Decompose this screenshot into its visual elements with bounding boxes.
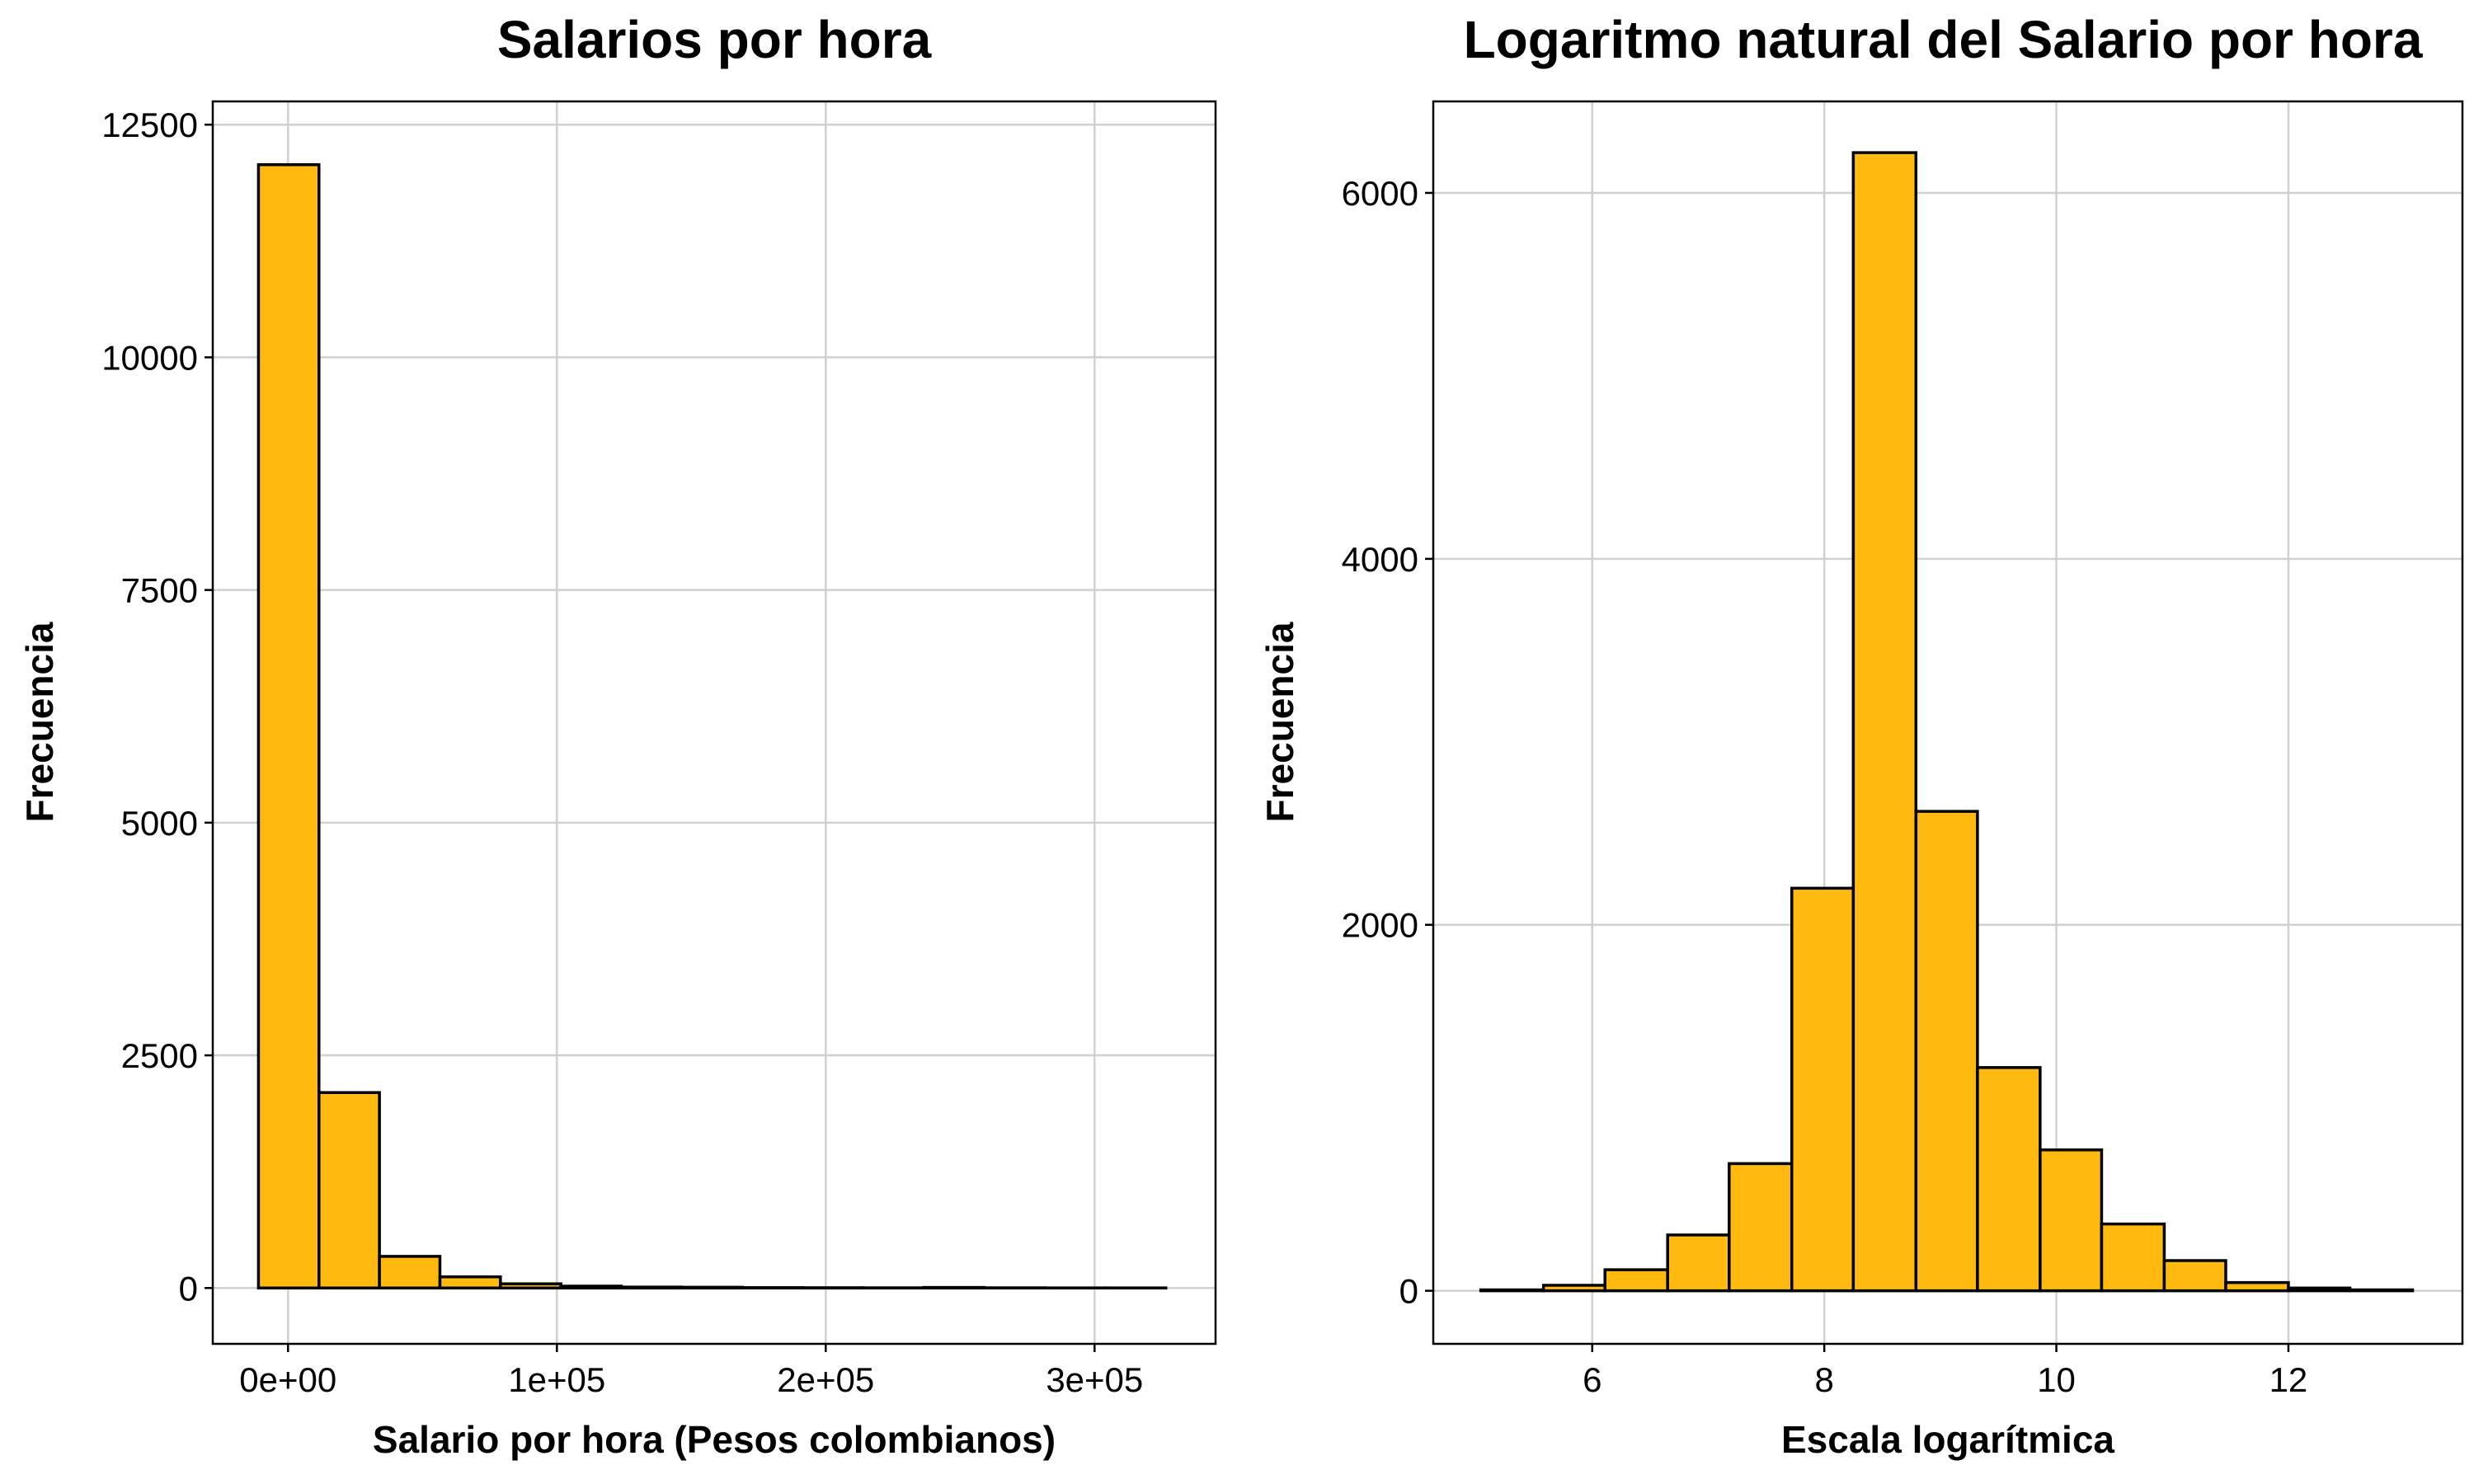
axis-ticks: 6 8 10 12 0 2000 4000 6000 xyxy=(1342,174,2308,1399)
y-tick-label: 0 xyxy=(1399,1272,1418,1311)
x-tick-label: 1e+05 xyxy=(508,1360,605,1399)
histogram-bar xyxy=(680,1285,744,1290)
y-tick-label: 12500 xyxy=(101,106,198,144)
x-tick-label: 8 xyxy=(1814,1360,1833,1399)
x-tick-label: 0e+00 xyxy=(239,1360,336,1399)
plot-panel-border xyxy=(1432,100,2464,1345)
histogram-bar xyxy=(1914,810,1979,1293)
histogram-bar xyxy=(2287,1286,2352,1293)
histogram-bars xyxy=(1479,151,2415,1293)
histogram-bar xyxy=(1790,886,1856,1293)
histogram-bar xyxy=(2162,1259,2227,1293)
y-tick-label: 0 xyxy=(179,1269,198,1308)
histogram-bar xyxy=(378,1255,442,1290)
histogram-bar xyxy=(438,1275,502,1290)
histogram-bar xyxy=(1851,151,1918,1293)
histogram-bar xyxy=(1666,1233,1731,1293)
y-tick-label: 2000 xyxy=(1342,906,1418,945)
histogram-bar xyxy=(2348,1288,2415,1293)
x-axis-title: Escala logarítmica xyxy=(1781,1418,2114,1461)
panel-salarios-por-hora: Salarios por hora 0e+00 1e+05 2e+05 3e+05 0 2… xyxy=(18,10,1217,1461)
histogram-bar xyxy=(1728,1162,1794,1293)
y-tick-label: 4000 xyxy=(1342,540,1418,579)
x-tick-label: 2e+05 xyxy=(777,1360,874,1399)
panel-title: Logaritmo natural del Salario por hora xyxy=(1464,10,2423,69)
y-tick-label: 7500 xyxy=(121,571,198,610)
histogram-bar xyxy=(619,1285,684,1290)
y-tick-label: 2500 xyxy=(121,1036,198,1075)
x-tick-label: 10 xyxy=(2037,1360,2076,1399)
panel-title: Salarios por hora xyxy=(497,10,932,69)
histogram-bar xyxy=(1541,1284,1606,1293)
histogram-bar xyxy=(2039,1148,2104,1293)
histogram-bar xyxy=(559,1284,623,1290)
x-tick-label: 3e+05 xyxy=(1046,1360,1143,1399)
histogram-bar xyxy=(256,163,321,1290)
y-tick-label: 6000 xyxy=(1342,174,1418,213)
histogram-bar xyxy=(2224,1280,2290,1293)
histogram-bar xyxy=(922,1285,986,1290)
y-tick-label: 5000 xyxy=(121,804,198,843)
y-axis-title: Frecuencia xyxy=(1258,622,1301,822)
panel-logaritmo-salario: Logaritmo natural del Salario por hora 6… xyxy=(1258,10,2464,1461)
y-tick-label: 10000 xyxy=(101,338,198,377)
axis-ticks: 0e+00 1e+05 2e+05 3e+05 0 2500 5000 7500 10000 12… xyxy=(101,106,1143,1399)
y-axis-title: Frecuencia xyxy=(18,622,61,822)
x-axis-title: Salario por hora (Pesos colombianos) xyxy=(373,1418,1056,1461)
histogram-bars xyxy=(256,163,1168,1290)
histogram-bar xyxy=(1603,1268,1669,1293)
histogram-bar xyxy=(1976,1066,2042,1293)
x-tick-label: 6 xyxy=(1583,1360,1602,1399)
x-tick-label: 12 xyxy=(2269,1360,2308,1399)
histogram-bar xyxy=(317,1091,381,1290)
histogram-bar xyxy=(1479,1288,1545,1293)
plot-panel-border xyxy=(211,100,1217,1345)
histogram-bar xyxy=(2100,1222,2166,1293)
histogram-bar xyxy=(499,1282,562,1290)
